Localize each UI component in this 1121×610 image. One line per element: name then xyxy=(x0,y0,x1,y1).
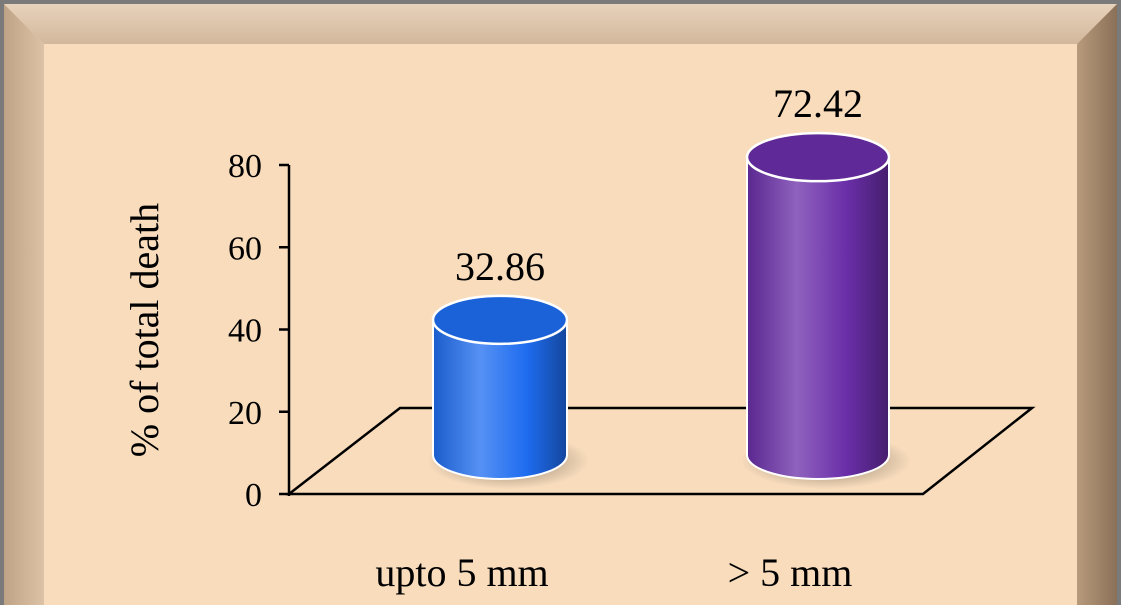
x-ticks: upto 5 mm > 5 mm xyxy=(375,550,852,595)
y-ticks: 0 20 40 60 80 xyxy=(228,148,289,514)
bars: 32.86 72.42 xyxy=(427,81,911,489)
data-label: 72.42 xyxy=(773,81,863,126)
data-label: 32.86 xyxy=(455,244,545,289)
y-tick-label: 60 xyxy=(228,230,262,267)
chart-floor xyxy=(285,406,1036,496)
y-axis-label: % of total death xyxy=(122,203,167,457)
x-tick-label: > 5 mm xyxy=(728,550,853,595)
bar-1: 32.86 xyxy=(427,244,589,489)
x-tick-label: upto 5 mm xyxy=(375,550,548,595)
y-tick-label: 40 xyxy=(228,313,262,350)
y-tick-label: 0 xyxy=(245,477,262,514)
bar-top xyxy=(431,294,569,346)
y-tick-label: 80 xyxy=(228,148,262,185)
bar-top xyxy=(745,131,891,183)
bar-body xyxy=(746,156,890,480)
bar-2: 72.42 xyxy=(741,81,911,489)
y-axis: 0 20 40 60 80 xyxy=(228,148,291,514)
bar-body xyxy=(432,318,568,480)
y-tick-label: 20 xyxy=(228,395,262,432)
